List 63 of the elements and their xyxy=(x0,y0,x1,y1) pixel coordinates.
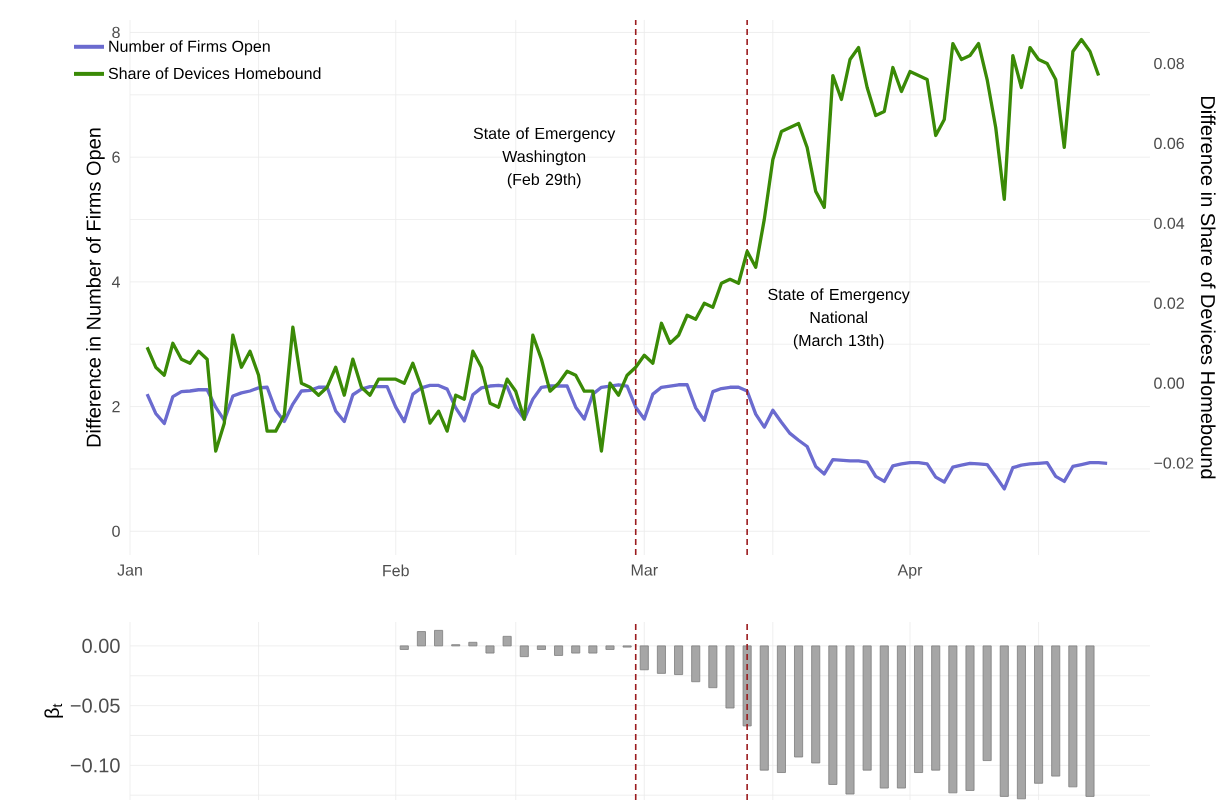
y2-tick-label: 0.00 xyxy=(1154,377,1185,389)
y-tick-label: 8 xyxy=(112,26,120,39)
x-tick-label: Feb xyxy=(383,564,409,577)
legend-label: Number of Firms Open xyxy=(109,40,270,56)
x-tick-label: Jan xyxy=(117,564,142,576)
bar xyxy=(502,635,512,647)
bar xyxy=(691,645,701,683)
bar xyxy=(862,645,872,771)
y-axis-title: Difference in Number of Firms Open xyxy=(86,128,105,447)
x-tick-label: Mar xyxy=(631,564,658,576)
bar xyxy=(399,645,409,650)
bar xyxy=(1051,645,1061,777)
bar xyxy=(931,645,941,771)
bar xyxy=(639,645,649,671)
bar xyxy=(588,645,598,654)
y2-axis-title: Difference in Share of Devices Homebound xyxy=(1200,97,1216,479)
bar xyxy=(674,645,684,675)
bar xyxy=(999,645,1009,797)
bar xyxy=(416,631,426,647)
bar xyxy=(776,645,786,773)
bar xyxy=(434,629,444,647)
y-tick-label: 2 xyxy=(112,401,120,413)
x-tick-label: Apr xyxy=(897,564,923,579)
bar xyxy=(982,645,992,761)
y-axis-title: β$_{t}$ xyxy=(44,703,63,718)
bar xyxy=(519,645,529,658)
bar xyxy=(725,645,735,709)
bar xyxy=(896,645,906,789)
bar xyxy=(914,645,924,773)
bar xyxy=(811,645,821,764)
bar xyxy=(554,645,564,656)
legend-label: Share of Devices Homebound xyxy=(108,67,321,80)
bar xyxy=(605,645,615,650)
bar xyxy=(948,645,958,794)
bar xyxy=(468,641,478,647)
bar xyxy=(1068,645,1078,788)
bar xyxy=(1085,645,1095,797)
y-tick-label: −0.10 xyxy=(70,758,120,773)
y2-tick-label: −0.02 xyxy=(1154,457,1194,469)
bar xyxy=(845,645,855,795)
y-tick-label: −0.05 xyxy=(70,698,120,713)
bar xyxy=(571,645,581,654)
ref-line-label: State of Emergency National (March 13th) xyxy=(768,288,910,350)
y-tick-label: 4 xyxy=(111,276,120,288)
bar xyxy=(536,645,546,650)
y2-tick-label: 0.06 xyxy=(1154,137,1184,150)
bar xyxy=(485,645,495,654)
y2-tick-label: 0.04 xyxy=(1154,217,1185,230)
bar xyxy=(1034,645,1044,784)
y2-tick-label: 0.02 xyxy=(1154,297,1184,309)
bar xyxy=(828,645,838,785)
y-tick-label: 0 xyxy=(112,525,120,537)
bar xyxy=(965,645,975,791)
bar xyxy=(794,645,804,758)
y-tick-label: 0.00 xyxy=(82,638,120,653)
bar xyxy=(1016,645,1026,800)
bar xyxy=(656,645,666,674)
bar xyxy=(879,645,889,789)
y-tick-label: 6 xyxy=(112,151,120,163)
bar xyxy=(708,645,718,689)
y2-tick-label: 0.08 xyxy=(1154,57,1184,70)
bar xyxy=(759,645,769,771)
ref-line-label: State of Emergency Washington (Feb 29th) xyxy=(473,127,616,189)
